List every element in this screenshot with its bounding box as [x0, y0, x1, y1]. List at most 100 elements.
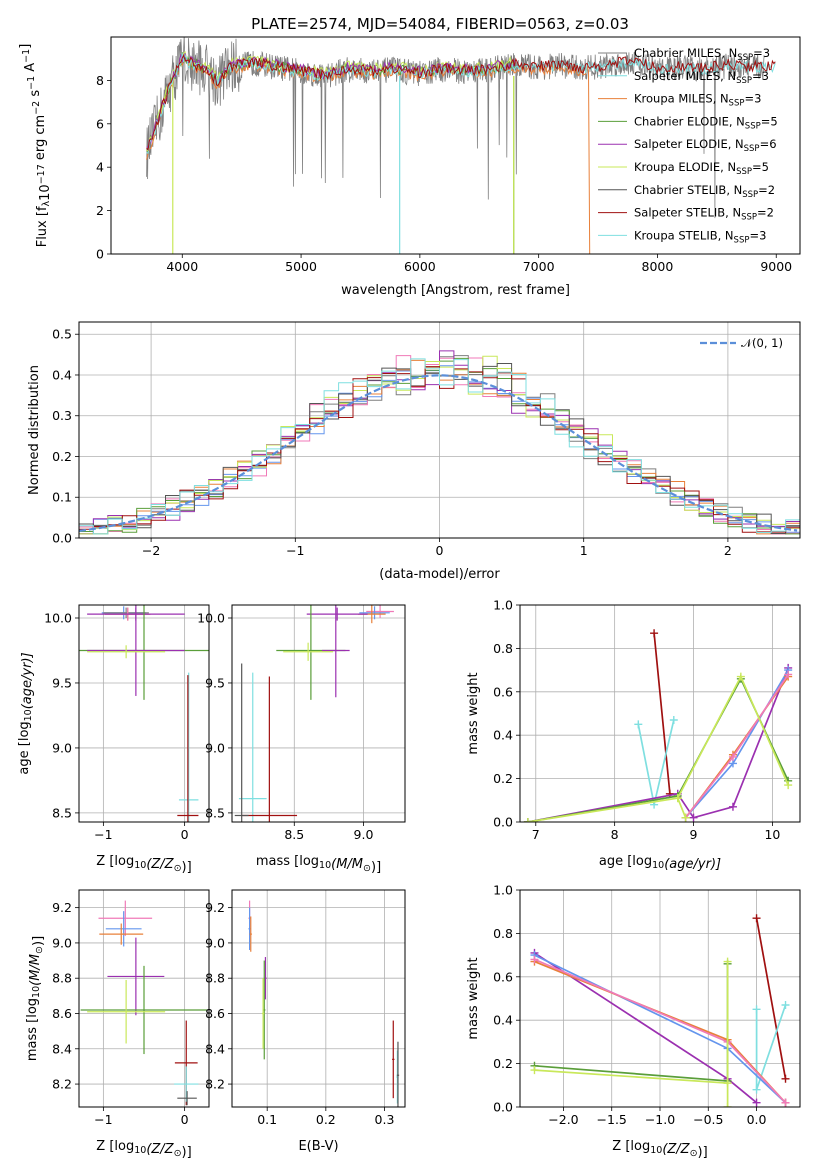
- y-tick-label: 0.5: [52, 327, 72, 342]
- y-tick-label: 9.5: [52, 675, 72, 690]
- weight-marker: [752, 1005, 761, 1014]
- x-axis-label: Z [log10(Z/Z⊙)]: [96, 1139, 191, 1160]
- weight-line-salpeter_stelib: [755, 918, 787, 1079]
- x-tick-label: −1: [286, 543, 304, 558]
- y-tick-label: 8.8: [52, 971, 72, 986]
- x-tick-label: 7000: [523, 259, 555, 274]
- y-tick-label: 0.8: [493, 641, 513, 656]
- x-tick-label: 9000: [760, 259, 792, 274]
- plot-area: [80, 900, 208, 1106]
- x-tick-label: 6000: [404, 259, 436, 274]
- weight-marker: [723, 957, 732, 966]
- x-axis-label: age [log10(age/yr)]: [599, 854, 721, 872]
- x-tick-label: −1.0: [645, 1112, 675, 1127]
- y-tick-label: 8.6: [52, 1006, 72, 1021]
- y-tick-label: 8.2: [205, 1077, 225, 1092]
- weight-marker: [784, 670, 793, 679]
- residual-histogram-kroupa_stelib: [79, 358, 800, 535]
- x-tick-label: 9: [690, 827, 698, 842]
- legend-label: Kroupa MILES, NSSP=3: [634, 92, 761, 109]
- x-tick-label: 8: [611, 827, 619, 842]
- x-tick-label: 4000: [166, 259, 198, 274]
- y-tick-label: 0.4: [52, 367, 72, 382]
- y-tick-label: 10.0: [44, 610, 72, 625]
- plot-area: [79, 605, 209, 822]
- weight-marker: [752, 1085, 761, 1094]
- weight-marker: [530, 955, 539, 964]
- weight-line-kroupa_stelib: [637, 719, 675, 805]
- y-tick-label: 9.0: [205, 935, 225, 950]
- x-tick-label: 0.1: [257, 1112, 277, 1127]
- x-tick-label: 0: [181, 1112, 189, 1127]
- x-tick-label: −1: [94, 1112, 112, 1127]
- weight-marker: [752, 1098, 761, 1107]
- y-tick-label: 0.6: [493, 969, 513, 984]
- y-tick-label: 0.6: [493, 684, 513, 699]
- axes-frame: [78, 321, 801, 539]
- x-tick-label: 7: [532, 827, 540, 842]
- y-tick-label: 2: [96, 203, 104, 218]
- plot-area: [146, 37, 776, 254]
- y-tick-label: 8.6: [205, 1006, 225, 1021]
- axes-frame: [231, 604, 406, 823]
- x-tick-label: 0: [436, 543, 444, 558]
- x-tick-label: 9.0: [354, 827, 374, 842]
- x-tick-label: 0.3: [375, 1112, 395, 1127]
- weight-marker: [723, 1103, 732, 1107]
- x-tick-label: −2: [142, 543, 160, 558]
- y-tick-label: 0.0: [493, 1100, 513, 1115]
- mass-vs-metallicity-panel: −1 0 8.2 8.4 8.6 8.8 9.0 9.2 Z [log10(Z/Z⊙)] mass…: [25, 889, 210, 1160]
- x-tick-label: 0.2: [316, 1112, 336, 1127]
- x-axis-label: Z [log10(Z/Z⊙)]: [612, 1139, 707, 1160]
- model-spectrum-kroupa_elodie: [146, 51, 515, 152]
- legend-label: Salpeter ELODIE, NSSP=6: [634, 137, 777, 154]
- normal-distribution-curve: [79, 374, 798, 532]
- weight-line-salpeter_stelib: [653, 633, 671, 794]
- axes-frame: [110, 36, 801, 255]
- figure-title: PLATE=2574, MJD=54084, FIBERID=0563, z=0…: [251, 15, 629, 33]
- y-tick-label: 8.2: [52, 1077, 72, 1092]
- y-tick-label: 0.2: [493, 1056, 513, 1071]
- y-axis-label: mass [log10(M/M⊙)]: [25, 936, 46, 1061]
- legend-label: Salpeter STELIB, NSSP=2: [634, 206, 774, 223]
- y-tick-label: 0.2: [52, 449, 72, 464]
- weight-marker: [781, 1098, 790, 1107]
- spectrum-legend: Chabrier MILES, NSSP=3 Salpeter MILES, NS…: [598, 46, 778, 245]
- spectrum-panel: 4000 5000 6000 7000 8000 9000 0 2 4 6 8 Chabrier MI…: [18, 36, 801, 298]
- y-tick-label: 8.4: [205, 1041, 225, 1056]
- y-tick-label: 9.0: [52, 935, 72, 950]
- legend-label: Chabrier STELIB, NSSP=2: [634, 183, 775, 200]
- age-vs-mass-panel: 8.5 9.0 8.5 9.0 9.5 10.0 mass [log10(M/M⊙)]: [197, 604, 406, 875]
- weight-marker: [736, 672, 745, 681]
- y-tick-label: 8.5: [205, 805, 225, 820]
- mass-vs-ebv-panel: 0.1 0.2 0.3 8.2 8.4 8.6 8.8 9.0 9.2 E(B-V): [205, 889, 406, 1154]
- weight-marker: [650, 629, 659, 638]
- legend-label: Salpeter MILES, NSSP=3: [634, 69, 769, 86]
- y-tick-label: 9.5: [205, 675, 225, 690]
- residual-histogram-panel: −2 −1 0 1 2 0.0 0.1 0.2 0.3 0.4 0.5 𝒩(0, 1) (data-mo…: [27, 321, 801, 582]
- legend-label: Kroupa ELODIE, NSSP=5: [634, 160, 769, 177]
- weight-marker: [681, 813, 690, 822]
- weight-marker: [673, 794, 682, 803]
- x-tick-label: −1.5: [597, 1112, 627, 1127]
- mass-weight-vs-age-panel: 7 8 9 10 0.0 0.2 0.4 0.6 0.8 1.0 age [log10(age/yr…: [466, 598, 801, 872]
- y-tick-label: 0.3: [52, 408, 72, 423]
- x-axis-label: mass [log10(M/M⊙)]: [256, 854, 381, 875]
- x-tick-label: 1: [580, 543, 588, 558]
- weight-marker: [523, 818, 532, 822]
- weight-marker: [752, 914, 761, 923]
- x-tick-label: −0.5: [693, 1112, 723, 1127]
- plot-area: [530, 914, 790, 1107]
- y-tick-label: 0: [96, 247, 104, 262]
- mass-weight-vs-metallicity-panel: −2.0 −1.5 −1.0 −0.5 0.0 0.0 0.2 0.4 0.6 0.8 1.0 Z […: [466, 883, 801, 1160]
- model-spectrum-salpeter_stelib: [146, 53, 776, 151]
- y-tick-label: 8.8: [205, 971, 225, 986]
- y-tick-label: 8.5: [52, 805, 72, 820]
- weight-marker: [634, 720, 643, 729]
- y-tick-label: 0.4: [493, 728, 513, 743]
- y-tick-label: 1.0: [493, 598, 513, 613]
- axes-frame: [231, 889, 406, 1108]
- y-axis-label: Normed distribution: [27, 365, 42, 495]
- x-tick-label: 5000: [285, 259, 317, 274]
